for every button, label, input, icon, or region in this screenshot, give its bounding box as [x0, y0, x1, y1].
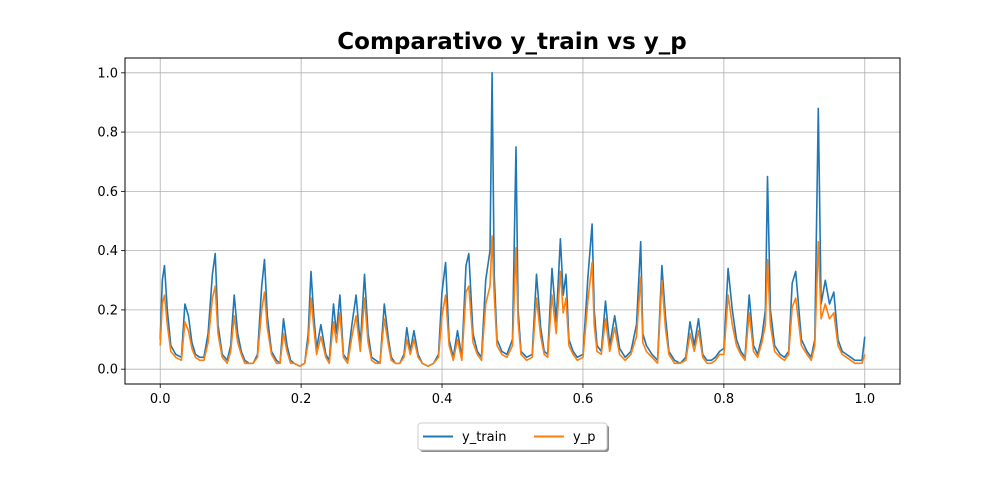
series-line-y-p [159, 235, 866, 368]
y-tick-label: 0.4 [97, 244, 118, 259]
legend-label: y_train [462, 430, 506, 445]
grid [125, 58, 900, 384]
series-lines [159, 72, 866, 368]
x-tick-label: 0.2 [291, 392, 312, 407]
x-tick-label: 1.0 [854, 392, 875, 407]
y-tick-label: 0.0 [97, 363, 118, 378]
legend-box [417, 422, 608, 451]
chart-title: Comparativo y_train vs y_p [337, 29, 686, 55]
y-tick-label: 0.6 [97, 185, 118, 200]
legend-label: y_p [573, 430, 595, 445]
y-tick-label: 1.0 [97, 66, 118, 81]
x-tick-label: 0.0 [150, 392, 171, 407]
x-tick-label: 0.8 [714, 392, 735, 407]
x-tick-label: 0.6 [573, 392, 594, 407]
legend: y_train y_p [417, 422, 609, 452]
axis-ticks: 0.0 0.2 0.4 0.6 0.8 1.0 0.0 0.2 0.4 0.6 0.8 1.0 [97, 66, 875, 407]
y-tick-label: 0.8 [97, 126, 118, 141]
plot-frame [124, 57, 901, 385]
x-tick-label: 0.4 [432, 392, 453, 407]
y-tick-label: 0.2 [97, 303, 118, 318]
